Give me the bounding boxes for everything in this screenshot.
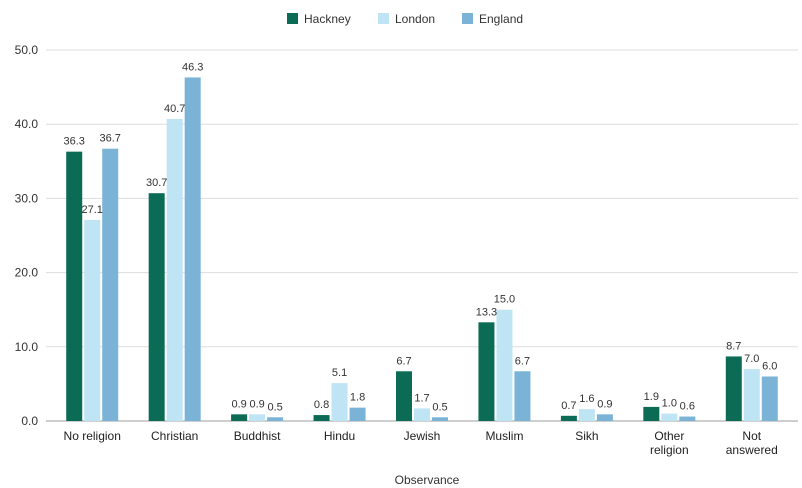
legend-swatch-hackney [287,13,298,24]
bar-hackney [478,322,495,421]
data-label: 0.9 [249,398,264,410]
bar-hackney [231,414,248,421]
bar-london [414,408,430,421]
bar-london [331,383,348,421]
data-label: 0.9 [597,398,612,410]
data-label: 27.1 [82,204,103,216]
data-label: 0.9 [231,398,246,410]
data-labels: 36.327.136.730.740.746.30.9 0.9 0.5 0.85.11… [64,61,778,413]
legend: Hackney London England [287,12,523,26]
x-category-label: Other [654,429,684,443]
data-label: 46.3 [182,61,203,73]
y-tick-label: 10.0 [15,340,39,354]
bar-hackney [643,406,660,421]
data-label: 1.9 [644,391,659,403]
bar-london [743,369,760,421]
bar-england [514,371,531,421]
data-label: 1.0 [662,398,677,410]
x-category-label: Jewish [404,429,441,443]
bar-hackney [66,151,83,422]
y-tick-label: 30.0 [15,191,39,205]
x-category-label: Muslim [485,429,523,443]
bar-london [166,119,183,422]
data-label: 30.7 [146,177,167,189]
x-category-label: Not [742,429,761,443]
legend-label-hackney: Hackney [304,12,351,26]
x-axis-title: Observance [395,473,460,487]
y-tick-label: 20.0 [15,266,39,280]
data-label: 0.5 [432,401,447,413]
x-category-label: No religion [64,429,121,443]
bar-hackney [148,193,165,421]
data-label: 8.7 [726,340,741,352]
x-axis-categories: No religion Christian Buddhist Hindu Jewish M… [64,429,778,457]
data-label: 7.0 [744,353,759,365]
bar-london [496,309,513,421]
bars [66,77,778,422]
data-label: 6.7 [515,355,530,367]
y-tick-label: 0.0 [21,414,38,428]
data-label: 40.7 [164,103,185,115]
x-category-label: Hindu [324,429,355,443]
data-label: 0.7 [561,400,576,412]
x-category-label: religion [650,443,689,457]
x-category-label: Buddhist [234,429,281,443]
bar-england [596,414,613,421]
bar-london [249,414,266,421]
bar-england [102,148,119,421]
data-label: 15.0 [494,294,515,306]
bar-england [761,376,778,421]
data-label: 1.6 [579,393,594,405]
data-label: 6.7 [396,355,411,367]
data-label: 0.5 [267,401,282,413]
x-category-label: Christian [151,429,198,443]
y-tick-label: 50.0 [15,43,39,57]
data-label: 36.3 [64,136,85,148]
bar-england [432,417,448,421]
bar-england [349,407,366,421]
data-label: 13.3 [476,306,497,318]
data-label: 6.0 [762,360,777,372]
data-label: 0.8 [314,399,329,411]
y-tick-label: 40.0 [15,117,39,131]
y-axis-ticks: 0.0 10.0 20.0 30.0 40.0 50.0 [15,43,39,428]
data-label: 0.6 [680,401,695,413]
legend-label-london: London [395,12,435,26]
bar-hackney [313,415,330,421]
bar-england [267,417,284,421]
bar-london [661,413,678,421]
data-label: 1.7 [414,392,429,404]
bar-england [184,77,201,421]
bar-london [84,219,101,421]
bar-hackney [396,371,412,421]
data-label: 5.1 [332,367,347,379]
data-label: 1.8 [350,392,365,404]
bar-hackney [560,415,577,421]
bar-england [679,416,696,421]
x-category-label: Sikh [575,429,598,443]
bar-london [578,409,595,421]
legend-swatch-london [378,13,389,24]
legend-label-england: England [479,12,523,26]
bar-hackney [725,356,742,421]
data-label: 36.7 [100,133,121,145]
legend-swatch-england [462,13,473,24]
x-category-label: answered [726,443,778,457]
